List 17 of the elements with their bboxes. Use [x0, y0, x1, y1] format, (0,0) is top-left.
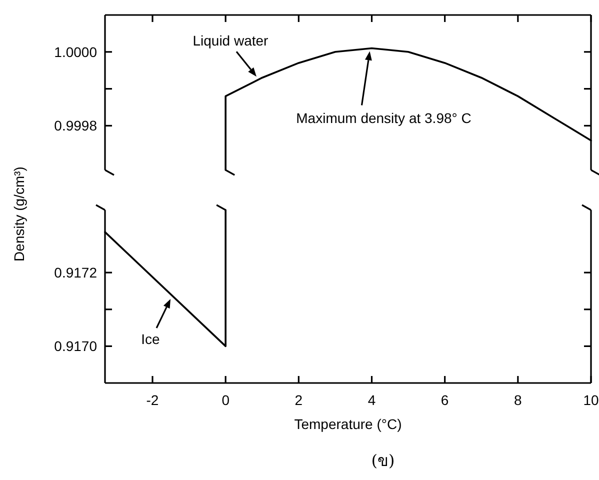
annotation: Maximum density at 3.98° C — [296, 110, 472, 126]
ytick-label: 0.9172 — [54, 264, 97, 281]
series-name: Liquid water — [192, 32, 268, 49]
ylabel: Density (g/cm³) — [11, 166, 27, 262]
xtick-label: 4 — [368, 392, 376, 408]
xtick-label: 10 — [583, 392, 599, 408]
ytick-label: 1.0000 — [54, 44, 97, 60]
xtick-label: -2 — [146, 392, 159, 408]
annotation: (ข) — [371, 451, 395, 470]
series-name: Ice — [141, 330, 160, 347]
ytick-label: 0.9998 — [54, 118, 97, 134]
xlabel: Temperature (°C) — [294, 416, 402, 432]
xtick-label: 0 — [222, 392, 230, 408]
xtick-label: 2 — [294, 392, 303, 408]
ytick-label: 0.9170 — [54, 338, 97, 354]
xtick-label: 8 — [514, 392, 522, 408]
xtick-label: 6 — [440, 392, 449, 408]
